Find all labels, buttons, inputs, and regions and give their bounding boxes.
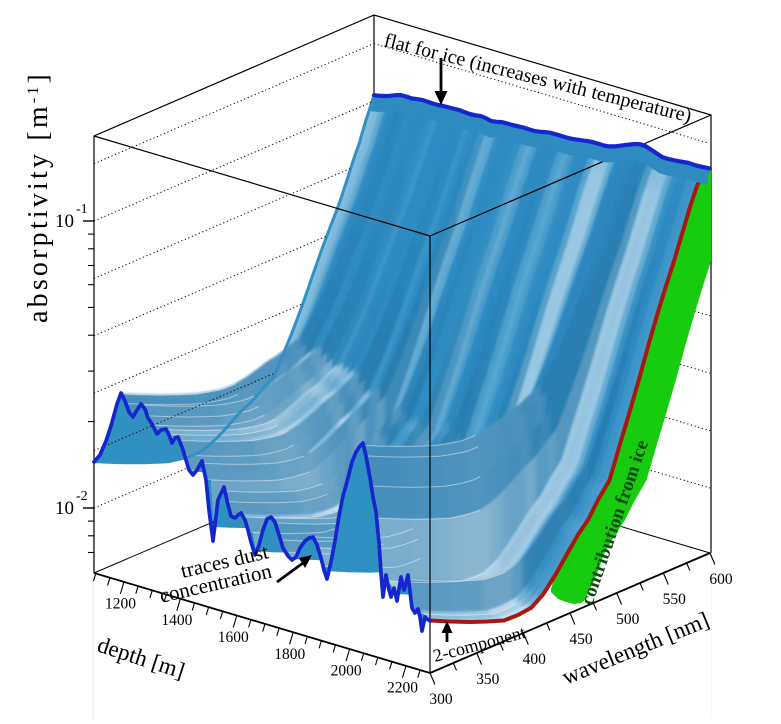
svg-text:350: 350	[476, 671, 500, 688]
svg-text:500: 500	[616, 611, 640, 628]
svg-text:2200: 2200	[387, 679, 418, 696]
svg-text:2000: 2000	[331, 663, 362, 680]
svg-text:10: 10	[55, 211, 74, 232]
svg-text:10: 10	[55, 498, 74, 519]
svg-text:-1: -1	[76, 202, 88, 217]
svg-text:550: 550	[663, 591, 687, 608]
svg-text:600: 600	[709, 571, 733, 588]
svg-text:1800: 1800	[274, 646, 305, 663]
svg-text:450: 450	[569, 631, 593, 648]
svg-text:300: 300	[429, 691, 453, 708]
svg-text:1400: 1400	[161, 612, 192, 629]
svg-text:1600: 1600	[218, 629, 249, 646]
svg-text:-2: -2	[76, 489, 88, 504]
svg-text:1200: 1200	[105, 595, 136, 612]
svg-text:absorptivity [m-1]: absorptivity [m-1]	[23, 71, 54, 323]
svg-text:400: 400	[523, 651, 547, 668]
